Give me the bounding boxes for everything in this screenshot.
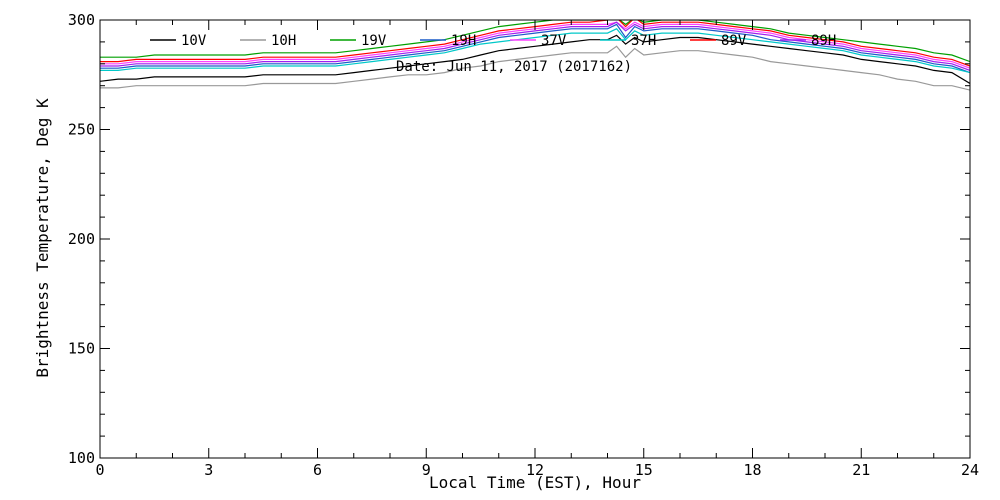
legend-label-10V: 10V [181,33,207,49]
legend: 10V 10H 19V 19H 37V 37H 89V 89H [150,33,836,49]
legend-label-19V: 19V [361,33,387,49]
series-layer [100,20,970,91]
tick-marks [99,19,971,459]
x-tick-label: 18 [743,461,761,479]
x-tick-label: 24 [961,461,979,479]
y-tick-label: 150 [68,340,95,358]
series-line-19V [100,20,970,63]
series-line-89H [100,21,970,71]
x-tick-label: 9 [422,461,431,479]
y-tick-label: 300 [68,11,95,29]
series-line-10V [100,34,970,85]
legend-label-10H: 10H [271,33,296,49]
x-tick-label: 21 [852,461,870,479]
series-line-37V [100,21,970,69]
date-annotation: Date: Jun 11, 2017 (2017162) [396,59,632,75]
x-tick-label: 0 [95,461,104,479]
legend-label-37H: 37H [631,33,656,49]
x-axis-label: Local Time (EST), Hour [429,473,641,492]
legend-label-37V: 37V [541,33,567,49]
series-line-10H [100,45,970,91]
legend-label-19H: 19H [451,33,476,49]
x-tick-label: 15 [635,461,653,479]
y-tick-label: 250 [68,121,95,139]
series-line-19H [100,23,970,74]
y-axis-label: Brightness Temperature, Deg K [33,98,52,378]
legend-label-89H: 89H [811,33,836,49]
series-line-37H [100,28,970,74]
y-tick-label: 200 [68,230,95,248]
x-tick-labels: 0 3 6 9 12 15 18 21 24 [95,461,979,479]
x-tick-label: 3 [204,461,213,479]
x-tick-label: 12 [526,461,544,479]
series-line-89V [100,20,970,67]
legend-label-89V: 89V [721,33,747,49]
y-tick-labels: 100 150 200 250 300 [68,11,95,467]
x-tick-label: 6 [313,461,322,479]
y-tick-label: 100 [68,449,95,467]
